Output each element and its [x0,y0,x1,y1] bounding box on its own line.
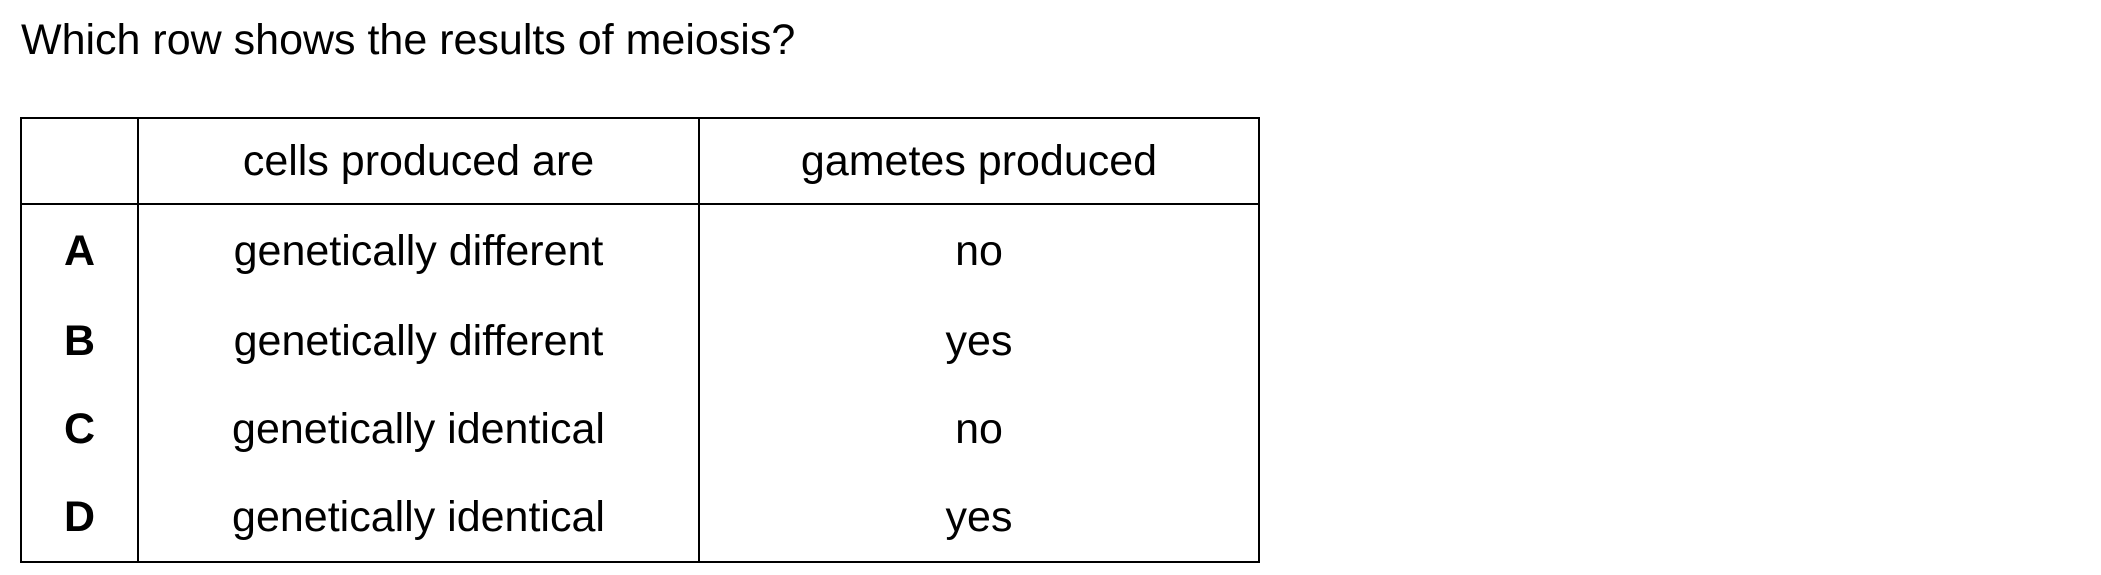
answer-table: cells produced are gametes produced A ge… [20,117,1260,563]
header-cells-produced: cells produced are [137,117,700,205]
table-row-d: D genetically identical yes [20,473,1260,563]
cells-produced-value: genetically identical [137,385,700,473]
gametes-produced-value: no [698,204,1260,297]
table-header-row: cells produced are gametes produced [20,117,1260,205]
table-row-c: C genetically identical no [20,385,1260,473]
table-row-a: A genetically different no [20,204,1260,297]
option-label: C [20,385,139,473]
cells-produced-value: genetically different [137,297,700,385]
table-row-b: B genetically different yes [20,297,1260,385]
cells-produced-value: genetically identical [137,473,700,563]
gametes-produced-value: yes [698,473,1260,563]
option-label: B [20,297,139,385]
cells-produced-value: genetically different [137,204,700,297]
question-text: Which row shows the results of meiosis? [21,16,796,64]
gametes-produced-value: no [698,385,1260,473]
gametes-produced-value: yes [698,297,1260,385]
option-label: A [20,204,139,297]
option-label: D [20,473,139,563]
header-option [20,117,139,205]
header-gametes-produced: gametes produced [698,117,1260,205]
